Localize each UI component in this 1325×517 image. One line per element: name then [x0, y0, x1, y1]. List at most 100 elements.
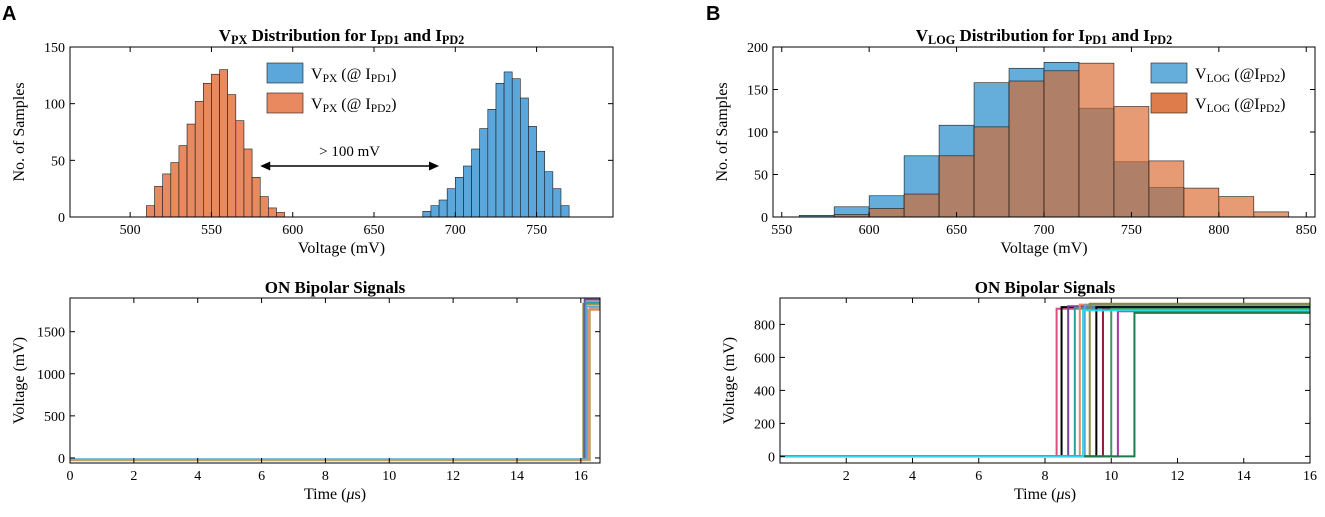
y-tick-label: 800 — [754, 318, 775, 333]
subscript-d: PD2 — [1260, 73, 1281, 85]
histogram-bar — [503, 71, 513, 217]
plot-area — [70, 69, 613, 217]
histogram-bar — [903, 193, 940, 217]
chart-title: ON Bipolar Signals — [265, 278, 406, 297]
x-tick-label: 600 — [859, 223, 880, 238]
y-tick-label: 200 — [754, 417, 775, 432]
signal-trace — [780, 306, 1310, 458]
histogram-bar — [868, 208, 905, 217]
histogram-bar — [973, 126, 1010, 217]
chart-title: ON Bipolar Signals — [975, 278, 1116, 297]
subscript-d: PD1 — [1085, 33, 1107, 47]
x-tick-label: 16 — [1303, 469, 1317, 484]
legend: VLOG (@IPD2)VLOG (@IPD2) — [1150, 62, 1285, 115]
histogram-bar — [560, 205, 570, 217]
x-tick-label: 850 — [1296, 223, 1317, 238]
text-a: V — [1195, 96, 1207, 113]
y-tick-label: 400 — [754, 384, 775, 399]
text-c: (@ I — [337, 66, 370, 83]
subscript-b: LOG — [928, 33, 956, 47]
x-axis-label: Time (μs) — [304, 486, 366, 503]
histogram-bar — [511, 78, 521, 217]
chart-title: VPX Distribution for IPD1 and IPD2 — [219, 26, 465, 47]
y-axis-label: Voltage (mV) — [11, 337, 28, 424]
histogram-bar — [495, 82, 505, 217]
histogram-bar — [203, 82, 212, 217]
annotation-label: > 100 mV — [319, 144, 380, 160]
legend-swatch — [1150, 92, 1188, 114]
legend-swatch — [1150, 62, 1188, 84]
x-tick-label: 16 — [574, 469, 588, 484]
x-axis-label-text: Time ( — [1014, 486, 1057, 503]
legend-swatch — [266, 62, 304, 84]
histogram-bar — [430, 205, 440, 217]
histogram-bar — [178, 145, 188, 217]
x-tick-label: 4 — [194, 469, 201, 484]
x-tick-label: 550 — [771, 223, 792, 238]
subscript-b: LOG — [1207, 73, 1231, 85]
histogram-bar — [146, 205, 155, 217]
text-a: V — [311, 66, 323, 83]
histogram-bar — [479, 128, 489, 217]
x-axis-label: Voltage (mV) — [298, 240, 385, 257]
y-tick-label: 600 — [754, 351, 775, 366]
y-axis-label: Voltage (mV) — [721, 337, 738, 424]
histogram-bar — [1253, 211, 1290, 217]
y-tick-label: 100 — [747, 126, 768, 141]
subscript-b: PX — [323, 73, 338, 85]
legend-entry: VLOG (@IPD2) — [1195, 66, 1285, 85]
histogram-bar — [243, 148, 253, 217]
x-tick-label: 6 — [258, 469, 265, 484]
x-tick-label: 12 — [446, 469, 460, 484]
text-a: V — [1195, 66, 1207, 83]
text-a: V — [311, 96, 323, 113]
y-tick-label: 1000 — [37, 368, 65, 383]
arrow-head-right — [429, 161, 440, 171]
signal-trace — [70, 307, 600, 462]
x-axis-label-text: s) — [1065, 486, 1077, 503]
plot-area — [773, 61, 1315, 217]
mu-symbol: μ — [345, 486, 354, 503]
x-tick-label: 10 — [382, 469, 396, 484]
subscript-f: PD2 — [1150, 33, 1172, 47]
histogram-bar — [938, 155, 975, 217]
y-axis-label: No. of Samples — [11, 82, 28, 181]
histogram-bar — [276, 212, 285, 217]
text-c: (@I — [1230, 66, 1259, 83]
y-tick-label: 100 — [44, 98, 65, 113]
series-1 — [422, 71, 570, 217]
text-c: Distribution for I — [955, 26, 1085, 45]
x-tick-label: 14 — [1237, 469, 1251, 484]
y-tick-label: 0 — [58, 211, 65, 226]
signal-trace — [70, 305, 600, 461]
legend-swatch — [266, 92, 304, 114]
histogram-bar — [422, 211, 432, 217]
text-e: ) — [1280, 66, 1285, 83]
y-tick-label: 1500 — [37, 326, 65, 341]
text-a: V — [916, 26, 929, 45]
y-tick-label: 0 — [761, 211, 768, 226]
signal-trace — [780, 311, 1310, 458]
signal-trace — [780, 306, 1310, 458]
signal-trace — [780, 304, 1310, 458]
subscript-d: PD2 — [371, 103, 392, 115]
x-tick-label: 500 — [120, 223, 141, 238]
text-c: (@I — [1230, 96, 1259, 113]
chart-title-text: ON Bipolar Signals — [975, 278, 1116, 297]
histogram-bar — [251, 177, 261, 217]
histogram-bar — [544, 171, 554, 217]
histogram-bar — [162, 173, 172, 217]
x-tick-label: 6 — [975, 469, 982, 484]
series-2 — [146, 69, 285, 217]
x-tick-label: 10 — [1104, 469, 1118, 484]
plot-area — [780, 302, 1310, 458]
histogram-bar — [463, 165, 472, 217]
panel-letter-a: A — [2, 3, 16, 25]
histogram-bar — [1148, 160, 1185, 217]
x-tick-label: 12 — [1171, 469, 1185, 484]
histogram-bar — [1218, 196, 1255, 217]
signal-trace — [780, 305, 1310, 458]
subscript-b: PX — [231, 33, 247, 47]
arrow-head-left — [260, 161, 271, 171]
